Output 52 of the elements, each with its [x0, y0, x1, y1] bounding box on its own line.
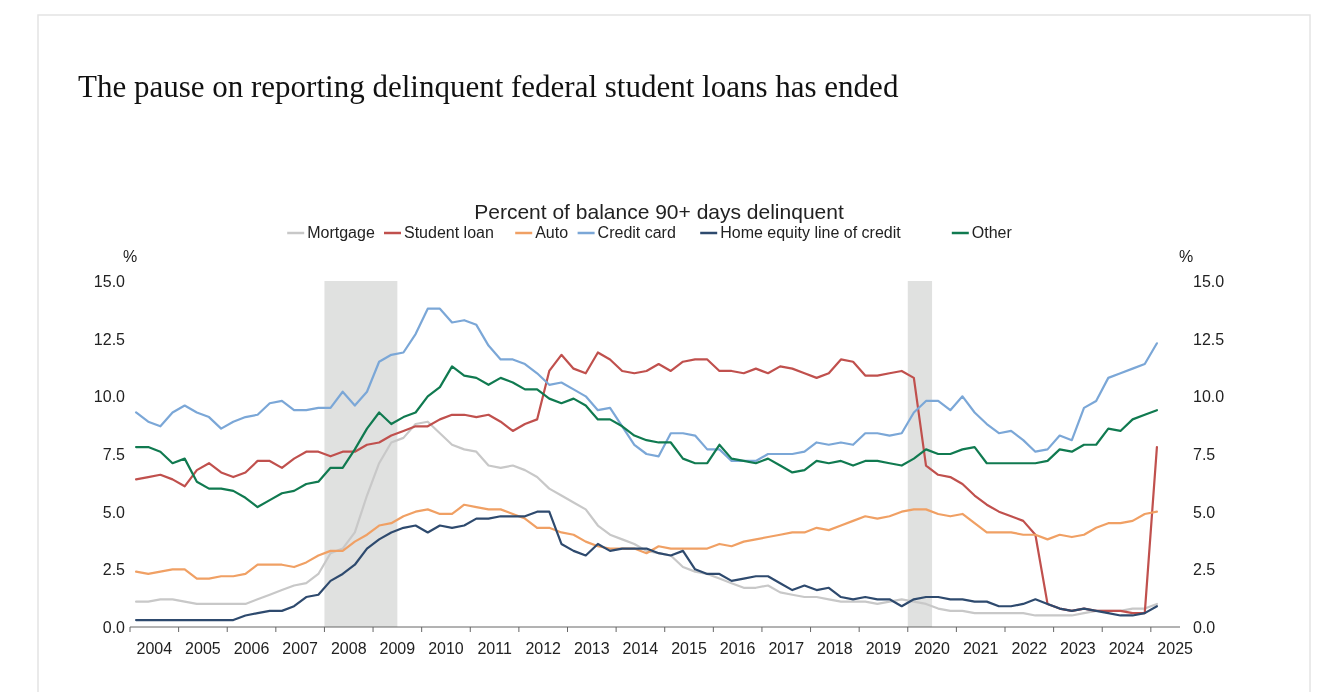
y-axis-title: %	[122, 248, 138, 265]
y2-tick-label: 12.5	[1193, 330, 1225, 348]
line-series	[134, 503, 1159, 580]
y-tick-label: 15.0	[93, 273, 126, 290]
y-tick-label: 7.5	[102, 446, 126, 463]
x-tick-label: 2005	[185, 640, 221, 657]
y-tick-label: 12.5	[93, 330, 126, 348]
line-series	[134, 307, 1159, 463]
line-series	[134, 365, 1159, 509]
chart-title: The pause on reporting delinquent federal student loans has ended	[78, 69, 899, 104]
legend-label: Other	[971, 224, 1013, 241]
x-tick-label: 2021	[962, 640, 999, 657]
y2-tick-label: 10.0	[1193, 388, 1225, 406]
x-tick-label: 2025	[1157, 640, 1194, 657]
x-tick-label: 2020	[914, 640, 950, 657]
legend-label: Home equity line of credit	[720, 224, 902, 241]
x-tick-label: 2011	[477, 640, 512, 657]
line-series	[134, 510, 1159, 622]
line-series	[134, 420, 1159, 617]
x-tick-label: 2007	[282, 640, 319, 657]
x-tick-label: 2014	[622, 640, 659, 657]
y2-tick-label: 2.5	[1193, 561, 1216, 579]
x-tick-label: 2019	[865, 640, 902, 657]
x-tick-label: 2013	[574, 640, 610, 657]
y2-tick-label: 5.0	[1193, 503, 1216, 521]
legend-label: Mortgage	[307, 224, 375, 241]
y-tick-label: 5.0	[102, 503, 126, 521]
legend-label: Auto	[535, 224, 569, 241]
legend-label: Credit card	[597, 224, 676, 241]
x-tick-label: 2017	[768, 640, 805, 657]
x-tick-label: 2009	[379, 640, 416, 657]
x-tick-label: 2023	[1060, 640, 1096, 657]
y-tick-label: 0.0	[102, 619, 126, 636]
x-tick-label: 2018	[817, 640, 853, 657]
x-tick-label: 2016	[719, 640, 756, 657]
x-tick-label: 2012	[525, 640, 562, 657]
y2-axis-title: %	[1178, 248, 1194, 265]
x-tick-label: 2015	[671, 640, 707, 657]
y2-tick-label: 7.5	[1193, 446, 1216, 463]
chart-subtitle: Percent of balance 90+ days delinquent	[474, 200, 844, 223]
y2-tick-label: 0.0	[1193, 619, 1216, 636]
x-tick-label: 2008	[330, 640, 367, 657]
x-tick-label: 2004	[136, 640, 173, 657]
x-tick-label: 2024	[1108, 640, 1145, 657]
legend-label: Student loan	[404, 224, 494, 241]
x-tick-label: 2022	[1011, 640, 1048, 657]
y-tick-label: 10.0	[93, 388, 126, 406]
x-tick-label: 2006	[233, 640, 270, 657]
y-tick-label: 2.5	[102, 561, 126, 579]
line-series	[134, 351, 1159, 615]
y2-tick-label: 15.0	[1193, 273, 1225, 290]
x-tick-label: 2010	[428, 640, 464, 657]
